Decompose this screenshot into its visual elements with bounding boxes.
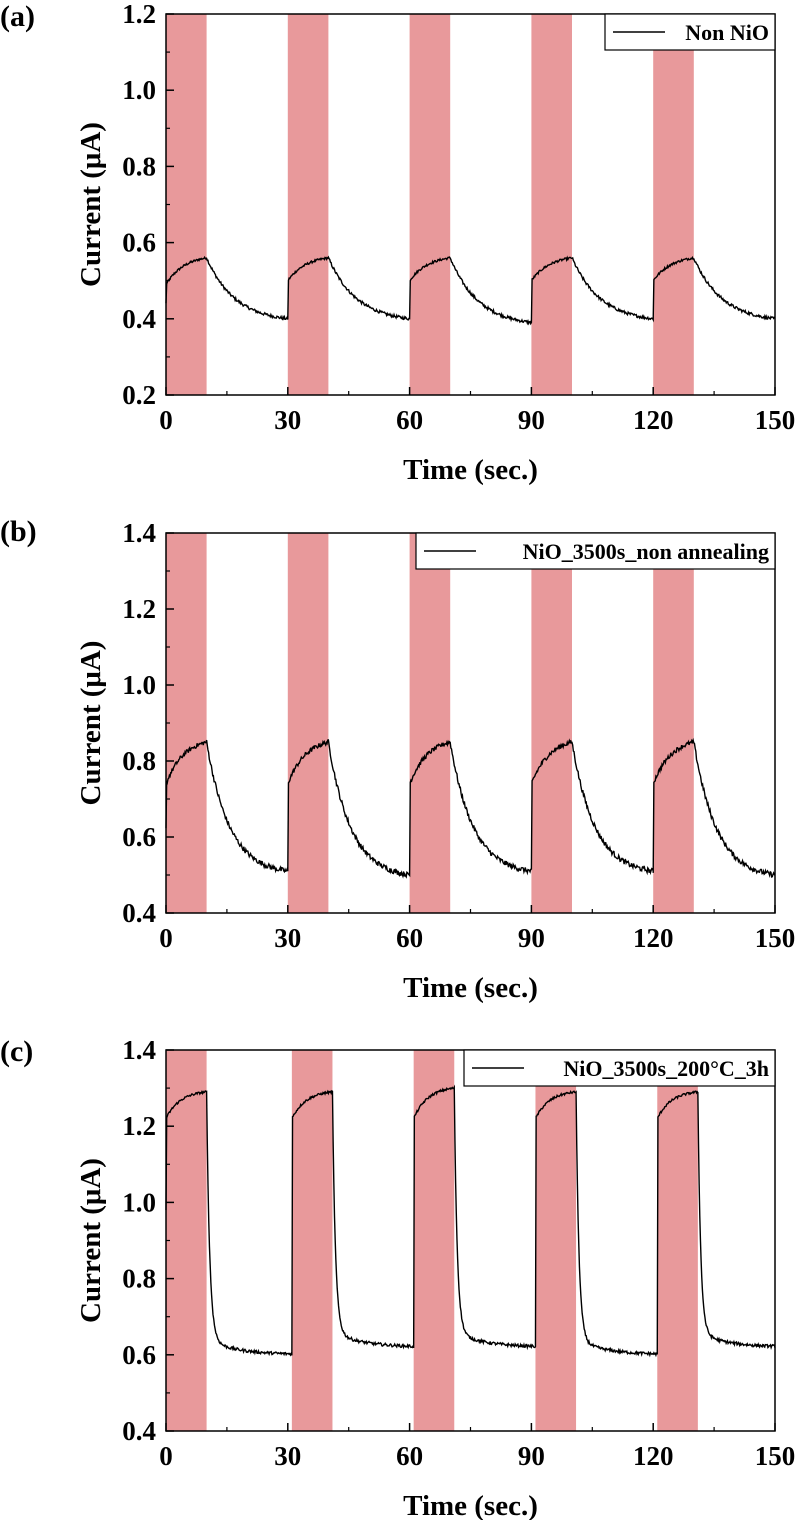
y-tick-label: 0.8 (122, 746, 156, 776)
x-axis-label: Time (sec.) (403, 454, 538, 486)
x-tick-label: 0 (159, 1441, 173, 1471)
y-tick-label: 0.8 (122, 1264, 156, 1294)
panel-label: (c) (0, 1035, 34, 1068)
y-tick-label: 0.6 (122, 822, 156, 852)
x-tick-label: 120 (633, 405, 674, 435)
panel-label: (b) (0, 515, 37, 548)
illumination-band (287, 14, 329, 395)
illumination-band (653, 533, 694, 913)
illumination-band (409, 14, 451, 395)
series-line (165, 1084, 776, 1358)
y-axis-label: Current (μA) (75, 641, 107, 806)
y-tick-label: 0.8 (122, 151, 156, 181)
chart-panel-b: (b) 0 30 60 90 120 150 0.4 0.6 0.8 1.0 1.2 1.4 Time … (0, 515, 800, 1015)
chart-a-svg: 0 30 60 90 120 150 0.2 0.4 0.6 0.8 1.0 1.2 Time (sec… (75, 0, 796, 486)
panel-label: (a) (0, 0, 35, 33)
legend-label: NiO_3500s_200°C_3h (563, 1056, 769, 1081)
x-tick-label: 120 (633, 1441, 674, 1471)
x-axis-label: Time (sec.) (403, 1490, 538, 1520)
x-tick-label: 0 (159, 923, 173, 953)
x-tick-label: 90 (518, 405, 545, 435)
legend-label: NiO_3500s_non annealing (523, 539, 769, 564)
chart-c-svg: 0 30 60 90 120 150 0.4 0.6 0.8 1.0 1.2 1.4 Time (sec… (75, 1035, 796, 1522)
x-axis-label: Time (sec.) (403, 972, 538, 1004)
illumination-band (413, 1050, 455, 1431)
x-tick-label: 150 (755, 923, 796, 953)
y-tick-label: 1.4 (122, 518, 156, 548)
illumination-band (531, 14, 572, 395)
y-axis-label: Current (μA) (75, 122, 107, 287)
x-tick-label: 30 (274, 923, 301, 953)
series-line (165, 255, 776, 326)
x-tick-label: 90 (518, 1441, 545, 1471)
illumination-band (535, 1050, 577, 1431)
x-tick-label: 120 (633, 923, 674, 953)
y-tick-label: 1.2 (122, 594, 156, 624)
x-tick-label: 150 (755, 405, 796, 435)
illumination-band (166, 533, 207, 913)
x-tick-label: 30 (274, 1441, 301, 1471)
illumination-band (653, 14, 694, 395)
x-tick-label: 60 (396, 923, 423, 953)
y-tick-label: 0.2 (122, 380, 156, 410)
illumination-band (287, 533, 329, 913)
x-tick-label: 150 (755, 1441, 796, 1471)
illumination-band (166, 1050, 207, 1431)
illumination-band (291, 1050, 333, 1431)
illumination-band (531, 533, 572, 913)
illumination-band (166, 14, 207, 395)
y-tick-label: 0.4 (122, 1416, 156, 1446)
y-tick-label: 1.4 (122, 1035, 156, 1065)
legend-label: Non NiO (685, 20, 769, 45)
x-tick-label: 60 (396, 405, 423, 435)
x-tick-label: 30 (274, 405, 301, 435)
x-tick-label: 90 (518, 923, 545, 953)
chart-panel-a: (a) 0 30 60 90 120 150 0.2 0.4 0.6 0.8 1.0 1.2 Time … (0, 0, 800, 500)
y-tick-label: 0.4 (122, 898, 156, 928)
y-tick-label: 1.0 (122, 75, 156, 105)
chart-panel-c: (c) 0 30 60 90 120 150 0.4 0.6 0.8 1.0 1.2 1.4 Time … (0, 1035, 800, 1522)
illumination-band (657, 1050, 698, 1431)
y-axis-label: Current (μA) (75, 1158, 107, 1323)
y-tick-label: 1.0 (122, 1187, 156, 1217)
x-tick-label: 60 (396, 1441, 423, 1471)
y-tick-label: 0.6 (122, 1340, 156, 1370)
y-tick-label: 1.0 (122, 670, 156, 700)
y-tick-label: 1.2 (122, 1111, 156, 1141)
series-line (165, 737, 776, 879)
y-tick-label: 0.4 (122, 304, 156, 334)
y-tick-label: 1.2 (122, 0, 156, 29)
y-tick-label: 0.6 (122, 228, 156, 258)
x-tick-label: 0 (159, 405, 173, 435)
chart-b-svg: 0 30 60 90 120 150 0.4 0.6 0.8 1.0 1.2 1.4 Time (sec… (75, 518, 796, 1004)
illumination-band (409, 533, 451, 913)
